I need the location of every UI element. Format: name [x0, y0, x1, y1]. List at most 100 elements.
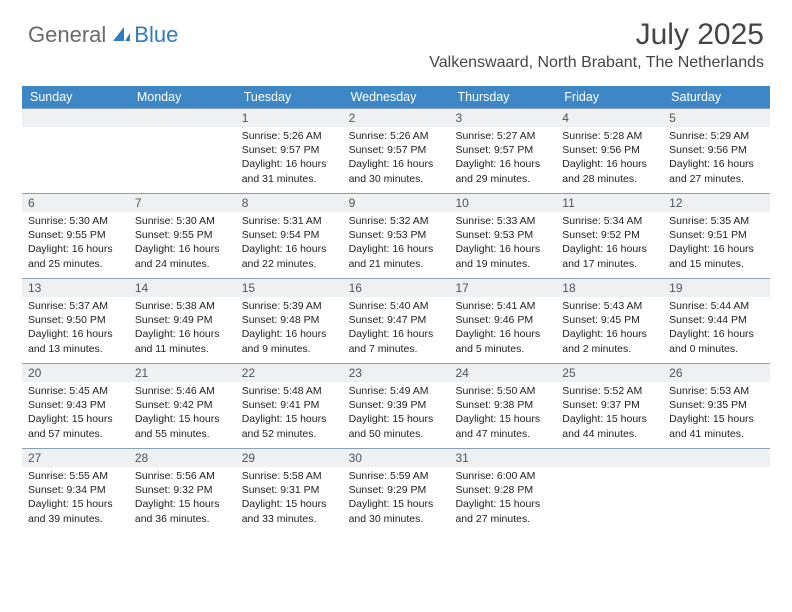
- day-number: 8: [236, 194, 343, 212]
- day-cell: 24Sunrise: 5:50 AMSunset: 9:38 PMDayligh…: [449, 364, 556, 448]
- sunrise-text: Sunrise: 5:48 AM: [242, 384, 337, 398]
- day-cell: 30Sunrise: 5:59 AMSunset: 9:29 PMDayligh…: [343, 449, 450, 533]
- sunset-text: Sunset: 9:44 PM: [669, 313, 764, 327]
- day-number: 10: [449, 194, 556, 212]
- sunrise-text: Sunrise: 5:38 AM: [135, 299, 230, 313]
- daylight-text: Daylight: 16 hours and 17 minutes.: [562, 242, 657, 270]
- daylight-text: Daylight: 15 hours and 55 minutes.: [135, 412, 230, 440]
- sunrise-text: Sunrise: 5:35 AM: [669, 214, 764, 228]
- sunrise-text: Sunrise: 5:26 AM: [242, 129, 337, 143]
- location-subtitle: Valkenswaard, North Brabant, The Netherl…: [429, 54, 764, 72]
- day-number: 30: [343, 449, 450, 467]
- day-header-row: SundayMondayTuesdayWednesdayThursdayFrid…: [22, 86, 770, 108]
- sunset-text: Sunset: 9:56 PM: [669, 143, 764, 157]
- sunset-text: Sunset: 9:49 PM: [135, 313, 230, 327]
- day-number: 13: [22, 279, 129, 297]
- day-cell: 25Sunrise: 5:52 AMSunset: 9:37 PMDayligh…: [556, 364, 663, 448]
- sunrise-text: Sunrise: 5:53 AM: [669, 384, 764, 398]
- day-body: Sunrise: 5:32 AMSunset: 9:53 PMDaylight:…: [343, 212, 450, 275]
- day-cell: 12Sunrise: 5:35 AMSunset: 9:51 PMDayligh…: [663, 194, 770, 278]
- day-number: [663, 449, 770, 467]
- day-body: Sunrise: 5:26 AMSunset: 9:57 PMDaylight:…: [236, 127, 343, 190]
- day-body: Sunrise: 5:52 AMSunset: 9:37 PMDaylight:…: [556, 382, 663, 445]
- day-header-cell: Monday: [129, 86, 236, 108]
- sunrise-text: Sunrise: 5:43 AM: [562, 299, 657, 313]
- sunset-text: Sunset: 9:47 PM: [349, 313, 444, 327]
- daylight-text: Daylight: 15 hours and 30 minutes.: [349, 497, 444, 525]
- daylight-text: Daylight: 16 hours and 24 minutes.: [135, 242, 230, 270]
- day-number: 21: [129, 364, 236, 382]
- logo-text-general: General: [28, 22, 106, 48]
- day-body: Sunrise: 5:28 AMSunset: 9:56 PMDaylight:…: [556, 127, 663, 190]
- sunrise-text: Sunrise: 5:37 AM: [28, 299, 123, 313]
- week-row: 6Sunrise: 5:30 AMSunset: 9:55 PMDaylight…: [22, 193, 770, 278]
- daylight-text: Daylight: 15 hours and 50 minutes.: [349, 412, 444, 440]
- day-body: Sunrise: 5:30 AMSunset: 9:55 PMDaylight:…: [22, 212, 129, 275]
- day-cell: 7Sunrise: 5:30 AMSunset: 9:55 PMDaylight…: [129, 194, 236, 278]
- daylight-text: Daylight: 16 hours and 25 minutes.: [28, 242, 123, 270]
- daylight-text: Daylight: 16 hours and 5 minutes.: [455, 327, 550, 355]
- day-number: 12: [663, 194, 770, 212]
- sunset-text: Sunset: 9:50 PM: [28, 313, 123, 327]
- day-number: 20: [22, 364, 129, 382]
- sunrise-text: Sunrise: 5:58 AM: [242, 469, 337, 483]
- day-number: 16: [343, 279, 450, 297]
- day-number: 22: [236, 364, 343, 382]
- daylight-text: Daylight: 15 hours and 57 minutes.: [28, 412, 123, 440]
- day-cell: 23Sunrise: 5:49 AMSunset: 9:39 PMDayligh…: [343, 364, 450, 448]
- day-body: Sunrise: 5:38 AMSunset: 9:49 PMDaylight:…: [129, 297, 236, 360]
- daylight-text: Daylight: 16 hours and 13 minutes.: [28, 327, 123, 355]
- sunrise-text: Sunrise: 5:26 AM: [349, 129, 444, 143]
- sunset-text: Sunset: 9:31 PM: [242, 483, 337, 497]
- day-number: 17: [449, 279, 556, 297]
- day-body: Sunrise: 5:45 AMSunset: 9:43 PMDaylight:…: [22, 382, 129, 445]
- sunset-text: Sunset: 9:55 PM: [28, 228, 123, 242]
- sunrise-text: Sunrise: 5:30 AM: [28, 214, 123, 228]
- sunrise-text: Sunrise: 5:44 AM: [669, 299, 764, 313]
- sunrise-text: Sunrise: 5:56 AM: [135, 469, 230, 483]
- daylight-text: Daylight: 16 hours and 27 minutes.: [669, 157, 764, 185]
- day-number: 18: [556, 279, 663, 297]
- day-body: Sunrise: 5:35 AMSunset: 9:51 PMDaylight:…: [663, 212, 770, 275]
- day-body: Sunrise: 6:00 AMSunset: 9:28 PMDaylight:…: [449, 467, 556, 530]
- day-body: Sunrise: 5:46 AMSunset: 9:42 PMDaylight:…: [129, 382, 236, 445]
- day-cell: [22, 109, 129, 193]
- day-body: Sunrise: 5:30 AMSunset: 9:55 PMDaylight:…: [129, 212, 236, 275]
- day-cell: 10Sunrise: 5:33 AMSunset: 9:53 PMDayligh…: [449, 194, 556, 278]
- day-number: 14: [129, 279, 236, 297]
- sunset-text: Sunset: 9:41 PM: [242, 398, 337, 412]
- day-body: Sunrise: 5:27 AMSunset: 9:57 PMDaylight:…: [449, 127, 556, 190]
- sunrise-text: Sunrise: 5:28 AM: [562, 129, 657, 143]
- day-number: 5: [663, 109, 770, 127]
- sunrise-text: Sunrise: 5:59 AM: [349, 469, 444, 483]
- day-cell: 20Sunrise: 5:45 AMSunset: 9:43 PMDayligh…: [22, 364, 129, 448]
- day-number: 11: [556, 194, 663, 212]
- day-body: Sunrise: 5:40 AMSunset: 9:47 PMDaylight:…: [343, 297, 450, 360]
- daylight-text: Daylight: 16 hours and 15 minutes.: [669, 242, 764, 270]
- day-body: Sunrise: 5:29 AMSunset: 9:56 PMDaylight:…: [663, 127, 770, 190]
- sunset-text: Sunset: 9:56 PM: [562, 143, 657, 157]
- day-cell: [129, 109, 236, 193]
- sunrise-text: Sunrise: 5:49 AM: [349, 384, 444, 398]
- day-cell: 6Sunrise: 5:30 AMSunset: 9:55 PMDaylight…: [22, 194, 129, 278]
- daylight-text: Daylight: 15 hours and 41 minutes.: [669, 412, 764, 440]
- calendar: SundayMondayTuesdayWednesdayThursdayFrid…: [0, 80, 792, 533]
- day-header-cell: Thursday: [449, 86, 556, 108]
- day-number: [22, 109, 129, 127]
- sunset-text: Sunset: 9:54 PM: [242, 228, 337, 242]
- day-number: [129, 109, 236, 127]
- day-body: Sunrise: 5:41 AMSunset: 9:46 PMDaylight:…: [449, 297, 556, 360]
- daylight-text: Daylight: 16 hours and 29 minutes.: [455, 157, 550, 185]
- day-cell: 8Sunrise: 5:31 AMSunset: 9:54 PMDaylight…: [236, 194, 343, 278]
- day-cell: 2Sunrise: 5:26 AMSunset: 9:57 PMDaylight…: [343, 109, 450, 193]
- daylight-text: Daylight: 16 hours and 28 minutes.: [562, 157, 657, 185]
- title-block: July 2025 Valkenswaard, North Brabant, T…: [429, 18, 764, 72]
- daylight-text: Daylight: 15 hours and 44 minutes.: [562, 412, 657, 440]
- day-cell: 26Sunrise: 5:53 AMSunset: 9:35 PMDayligh…: [663, 364, 770, 448]
- day-body: Sunrise: 5:49 AMSunset: 9:39 PMDaylight:…: [343, 382, 450, 445]
- day-cell: [556, 449, 663, 533]
- daylight-text: Daylight: 16 hours and 0 minutes.: [669, 327, 764, 355]
- day-cell: 9Sunrise: 5:32 AMSunset: 9:53 PMDaylight…: [343, 194, 450, 278]
- daylight-text: Daylight: 16 hours and 22 minutes.: [242, 242, 337, 270]
- day-cell: 1Sunrise: 5:26 AMSunset: 9:57 PMDaylight…: [236, 109, 343, 193]
